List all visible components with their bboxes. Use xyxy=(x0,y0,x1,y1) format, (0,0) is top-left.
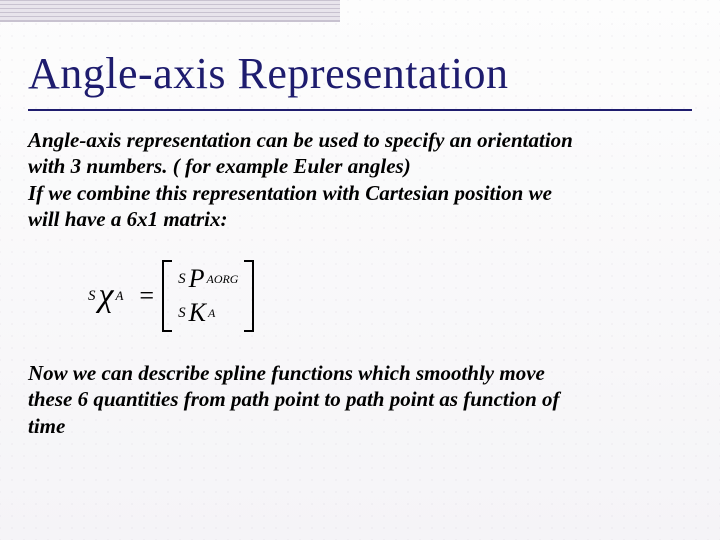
matrix-row-2: S K A xyxy=(178,298,238,328)
paragraph-1: Angle-axis representation can be used to… xyxy=(28,127,692,232)
equation: S χ A = S P AORG S K A xyxy=(88,260,692,332)
left-bracket xyxy=(162,260,172,332)
para2-line3: time xyxy=(28,414,65,438)
row2-prescript: S xyxy=(178,305,186,322)
paragraph-2: Now we can describe spline functions whi… xyxy=(28,360,692,439)
lhs-prescript: S xyxy=(88,288,96,305)
slide-content: Angle-axis Representation Angle-axis rep… xyxy=(0,0,720,439)
row1-p-symbol: P xyxy=(189,264,205,294)
equals-sign: = xyxy=(139,281,154,311)
title-underline xyxy=(28,109,692,111)
para1-line2: with 3 numbers. ( for example Euler angl… xyxy=(28,154,411,178)
lhs-chi-symbol: χ xyxy=(99,277,114,315)
para1-line4: will have a 6x1 matrix: xyxy=(28,207,228,231)
matrix-rows: S P AORG S K A xyxy=(172,260,244,332)
equation-lhs: S χ A xyxy=(88,277,123,315)
para1-line1: Angle-axis representation can be used to… xyxy=(28,128,573,152)
right-bracket xyxy=(244,260,254,332)
para2-line1: Now we can describe spline functions whi… xyxy=(28,361,545,385)
row2-subscript: A xyxy=(208,306,215,321)
para2-line2: these 6 quantities from path point to pa… xyxy=(28,387,560,411)
row1-prescript: S xyxy=(178,271,186,288)
slide-title: Angle-axis Representation xyxy=(28,48,692,99)
row1-subscript: AORG xyxy=(206,272,238,287)
matrix-row-1: S P AORG xyxy=(178,264,238,294)
para1-line3: If we combine this representation with C… xyxy=(28,181,552,205)
row2-k-symbol: K xyxy=(189,298,206,328)
lhs-subscript: A xyxy=(115,288,123,304)
matrix: S P AORG S K A xyxy=(162,260,254,332)
